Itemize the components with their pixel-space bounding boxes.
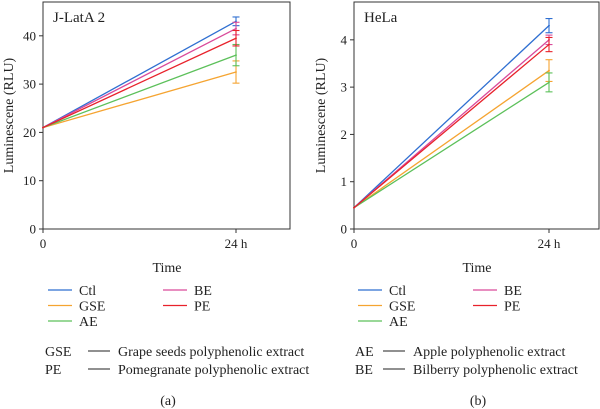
abbreviation-definition: Bilberry polyphenolic extract	[413, 363, 578, 378]
series-line-pe	[42, 37, 237, 129]
y-tick-label: 2	[341, 127, 348, 142]
data-point	[42, 126, 44, 129]
legend-label-be: BE	[504, 284, 522, 299]
legend-label-ctl: Ctl	[389, 284, 406, 299]
y-tick-label: 3	[341, 80, 348, 95]
x-tick-label: 0	[40, 236, 47, 251]
data-point	[353, 206, 355, 209]
legend-label-ctl: Ctl	[79, 284, 96, 299]
series-line-ctl	[353, 25, 550, 209]
y-axis-label: Luminescene (RLU)	[314, 57, 329, 173]
y-tick-label: 10	[23, 173, 36, 188]
panel-caption: (a)	[160, 394, 176, 409]
x-tick-label: 0	[351, 236, 358, 251]
x-tick-label: 24 h	[225, 236, 248, 251]
plot-frame-1	[353, 1, 600, 230]
abbreviation-term: GSE	[45, 345, 71, 360]
y-tick-label: 4	[341, 32, 348, 47]
y-tick-label: 20	[23, 125, 36, 140]
series-line-gse	[42, 71, 237, 129]
abbreviation-term: BE	[355, 363, 373, 378]
legend-label-pe: PE	[194, 300, 210, 315]
series-line-pe	[353, 44, 550, 209]
chart-title: J-LatA 2	[53, 10, 105, 26]
legend-label-gse: GSE	[389, 300, 415, 315]
series-line-be	[42, 27, 237, 129]
y-tick-label: 1	[341, 174, 348, 189]
chart-title: HeLa	[364, 10, 398, 26]
legend-label-be: BE	[194, 284, 212, 299]
plot-frame-0	[42, 1, 291, 230]
abbreviation-term: AE	[355, 345, 374, 360]
series-line-ae	[353, 81, 550, 209]
abbreviation-definition: Grape seeds polyphenolic extract	[118, 345, 304, 360]
panel-caption: (b)	[470, 394, 487, 409]
abbreviation-term: PE	[45, 363, 61, 378]
legend-label-ae: AE	[79, 315, 98, 330]
x-tick-label: 24 h	[538, 236, 561, 251]
legend-label-pe: PE	[504, 300, 520, 315]
y-tick-label: 0	[30, 222, 37, 237]
y-axis-label: Luminescene (RLU)	[2, 57, 17, 173]
series-line-gse	[353, 70, 550, 209]
abbreviation-definition: Apple polyphenolic extract	[413, 345, 566, 360]
legend-label-gse: GSE	[79, 300, 105, 315]
x-axis-label: Time	[462, 261, 491, 276]
legend-label-ae: AE	[389, 315, 408, 330]
series-line-ctl	[42, 20, 237, 129]
series-line-ae	[42, 54, 237, 129]
y-tick-label: 30	[23, 77, 36, 92]
y-tick-label: 0	[341, 222, 348, 237]
abbreviation-definition: Pomegranate polyphenolic extract	[118, 363, 309, 378]
x-axis-label: Time	[152, 261, 181, 276]
y-tick-label: 40	[23, 28, 36, 43]
